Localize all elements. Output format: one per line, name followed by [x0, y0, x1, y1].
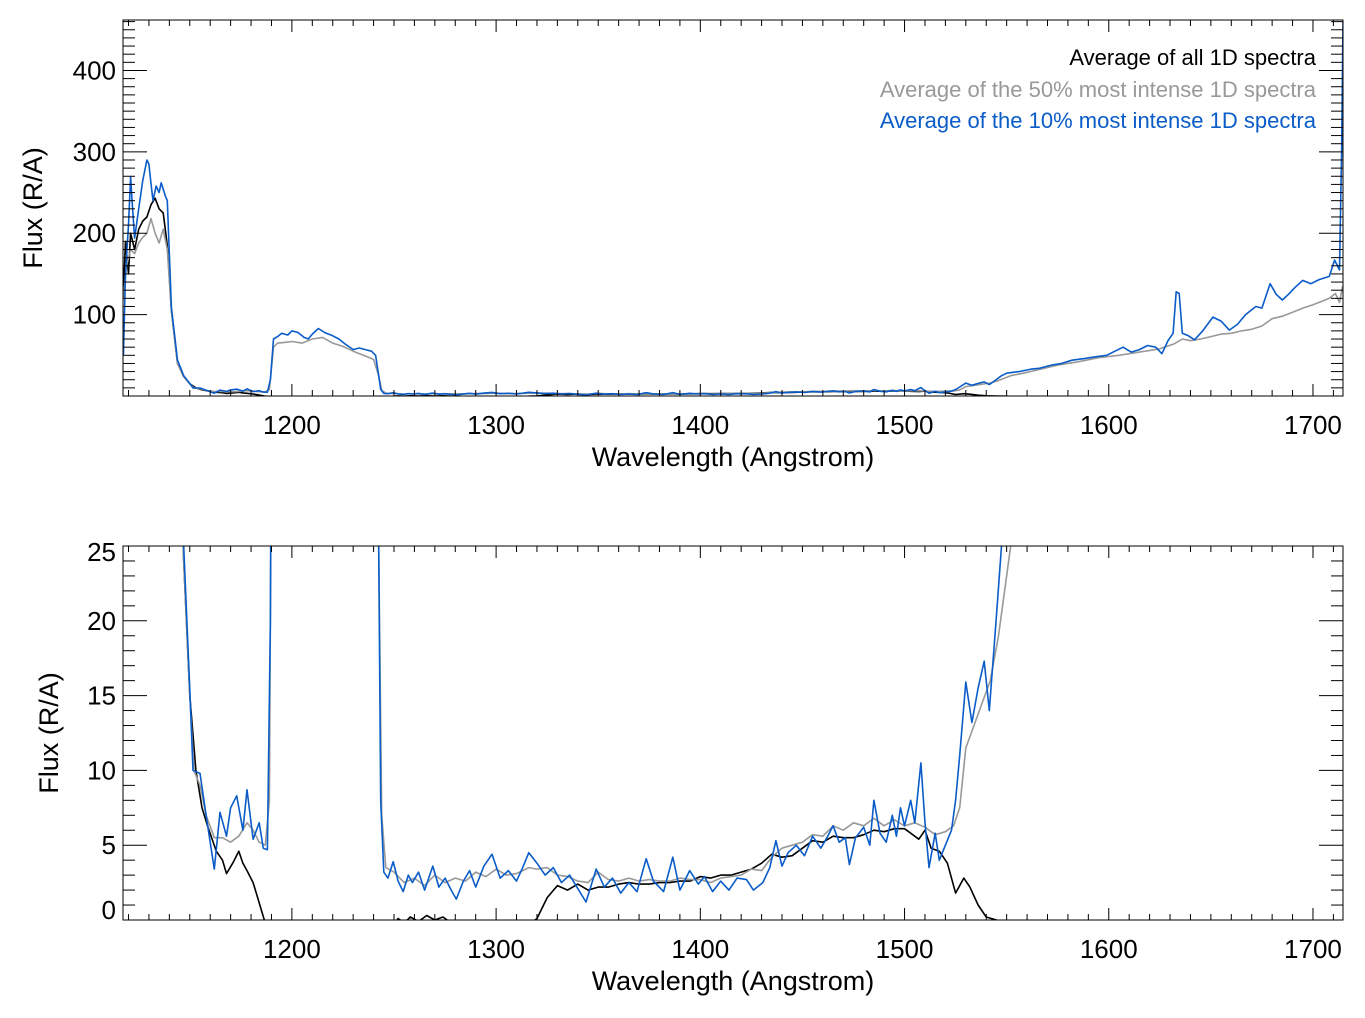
- x-tick-label: 1500: [876, 934, 934, 964]
- plot-frame: [122, 19, 1344, 397]
- y-tick-label: 25: [87, 537, 116, 567]
- y-tick-label: 5: [102, 830, 116, 860]
- y-tick-label: 300: [73, 137, 116, 167]
- x-tick-label: 1600: [1080, 410, 1138, 440]
- legend-entry-all: Average of all 1D spectra: [1069, 45, 1316, 70]
- y-tick-label: 0: [102, 895, 116, 925]
- series-line-top50pct: [123, 217, 1343, 395]
- x-tick-label: 1300: [467, 410, 525, 440]
- y-tick-label: 10: [87, 755, 116, 785]
- y-tick-label: 20: [87, 606, 116, 636]
- legend: Average of all 1D spectra Average of the…: [880, 45, 1317, 133]
- x-tick-label: 1600: [1080, 934, 1138, 964]
- y-axis-label: Flux (R/A): [18, 147, 48, 269]
- x-tick-label: 1400: [671, 934, 729, 964]
- series-group: [182, 546, 1012, 920]
- y-tick-label: 15: [87, 681, 116, 711]
- x-tick-label: 1200: [263, 410, 321, 440]
- x-tick-label: 1300: [467, 934, 525, 964]
- series-line-all: [123, 197, 1007, 396]
- bottom-panel: 1200 1300 1400 1500 1600 1700 0 5 10 15 20 25 Wavele…: [34, 537, 1344, 996]
- plot-frame: [122, 545, 1344, 921]
- x-axis-label: Wavelength (Angstrom): [592, 966, 875, 996]
- series-line-top10pct: [123, 21, 1343, 396]
- x-tick-label: 1200: [263, 934, 321, 964]
- top-panel: 1200 1300 1400 1500 1600 1700 100 200 300 400 Wave…: [18, 19, 1344, 472]
- y-tick-label: 400: [73, 55, 116, 85]
- x-tick-label: 1500: [876, 410, 934, 440]
- legend-entry-50pct: Average of the 50% most intense 1D spect…: [880, 77, 1317, 102]
- series-line-top10pct: [182, 546, 1003, 903]
- x-axis-label: Wavelength (Angstrom): [592, 442, 875, 472]
- y-tick-label: 200: [73, 218, 116, 248]
- legend-entry-10pct: Average of the 10% most intense 1D spect…: [880, 108, 1317, 133]
- series-line-top50pct: [182, 546, 1012, 887]
- y-axis-label: Flux (R/A): [34, 672, 64, 794]
- y-tick-label: 100: [73, 300, 116, 330]
- x-tick-label: 1700: [1284, 934, 1342, 964]
- x-tick-label: 1700: [1284, 410, 1342, 440]
- x-tick-label: 1400: [671, 410, 729, 440]
